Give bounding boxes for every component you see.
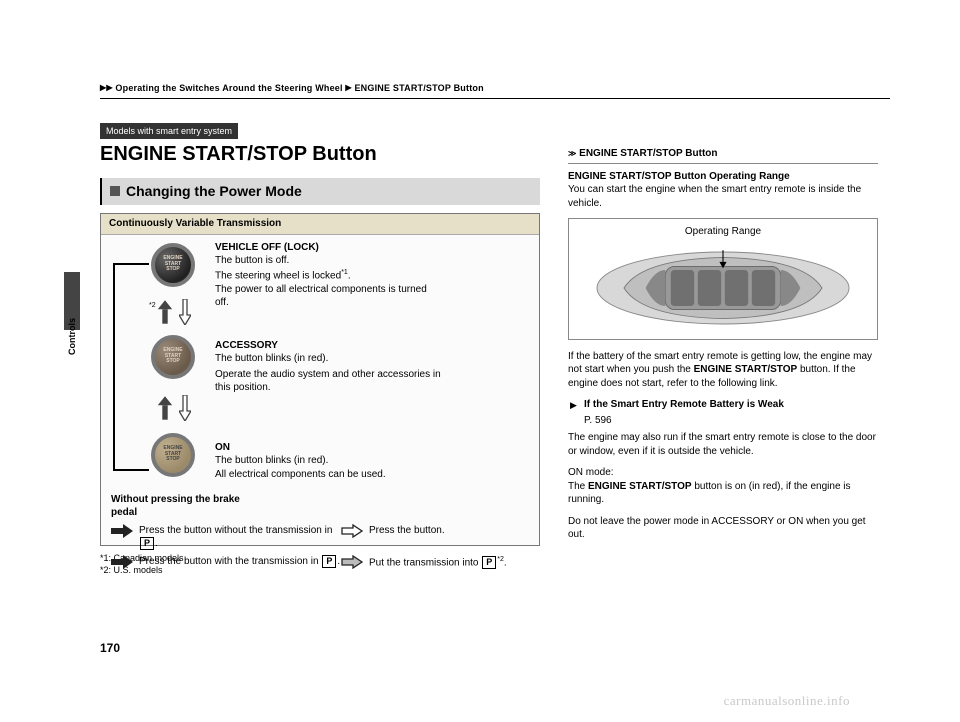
gear-p-icon: P xyxy=(140,537,154,550)
state-on-text: ON The button blinks (in red). All elect… xyxy=(215,441,475,482)
arrow-right-hollow-icon xyxy=(341,524,363,538)
info-paragraph: If the battery of the smart entry remote… xyxy=(568,350,878,391)
section-heading-text: Changing the Power Mode xyxy=(126,183,302,199)
watermark: carmanualsonline.info xyxy=(724,692,850,710)
state-accessory-text: ACCESSORY The button blinks (in red). Op… xyxy=(215,339,455,395)
section-heading: Changing the Power Mode xyxy=(100,178,540,205)
gear-p-icon: P xyxy=(322,555,336,568)
diagram-title: Continuously Variable Transmission xyxy=(101,214,539,235)
legend-row: Press the button without the transmissio… xyxy=(111,524,529,551)
info-paragraph: Do not leave the power mode in ACCESSORY… xyxy=(568,515,878,542)
engine-button-on-icon: ENGINE START STOP xyxy=(151,433,195,477)
cross-reference-page: P. 596 xyxy=(568,414,878,428)
breadcrumb-arrow-icon: ▶ xyxy=(345,83,351,94)
square-bullet-icon xyxy=(110,186,120,196)
left-column: Models with smart entry system ENGINE ST… xyxy=(100,123,540,576)
arrow-down-hollow-icon xyxy=(179,395,191,421)
arrow-right-solid-icon xyxy=(111,555,133,569)
arrow-down-hollow-icon xyxy=(179,299,191,325)
car-top-view-icon xyxy=(575,243,871,333)
page-title: ENGINE START/STOP Button xyxy=(100,141,540,168)
engine-button-accessory-icon: ENGINE START STOP xyxy=(151,335,195,379)
info-paragraph: ON mode: The ENGINE START/STOP button is… xyxy=(568,466,878,507)
gear-p-icon: P xyxy=(482,556,496,569)
legend-row: Press the button with the transmission i… xyxy=(111,555,529,570)
breadcrumb-item: Operating the Switches Around the Steeri… xyxy=(115,83,342,93)
info-paragraph: ENGINE START/STOP Button Operating Range… xyxy=(568,170,878,211)
right-column: ≫ ENGINE START/STOP Button ENGINE START/… xyxy=(568,123,878,576)
info-heading: ≫ ENGINE START/STOP Button xyxy=(568,147,878,164)
page-content: ▶ ▶ Operating the Switches Around the Ste… xyxy=(100,82,890,652)
arrow-right-solid-icon xyxy=(111,524,133,538)
side-section-label: Controls xyxy=(66,318,78,355)
arrow-up-icon xyxy=(160,300,171,323)
breadcrumb-arrow-icon: ▶ xyxy=(106,83,112,94)
operating-range-figure: Operating Range xyxy=(568,218,878,340)
power-mode-diagram: Continuously Variable Transmission ENGIN… xyxy=(100,213,540,546)
state-off-text: VEHICLE OFF (LOCK) The button is off. Th… xyxy=(215,241,435,310)
legend-title: Without pressing the brake pedal xyxy=(111,493,241,520)
cross-reference-link: ▶ If the Smart Entry Remote Battery is W… xyxy=(568,398,878,412)
arrow-right-grey-icon xyxy=(341,555,363,569)
breadcrumb: ▶ ▶ Operating the Switches Around the Ste… xyxy=(100,82,890,98)
footnote-ref: *2 xyxy=(149,301,156,310)
divider xyxy=(100,98,890,99)
arrow-up-icon xyxy=(160,396,171,419)
range-title: Operating Range xyxy=(575,225,871,239)
legend-block: Without pressing the brake pedal Press t… xyxy=(111,493,529,574)
info-arrow-icon: ≫ xyxy=(568,149,576,158)
engine-button-off-icon: ENGINE START STOP xyxy=(151,243,195,287)
breadcrumb-item: ENGINE START/STOP Button xyxy=(354,83,483,93)
bracket-line xyxy=(113,263,149,471)
model-badge: Models with smart entry system xyxy=(100,123,238,139)
info-paragraph: The engine may also run if the smart ent… xyxy=(568,431,878,458)
link-arrow-icon: ▶ xyxy=(570,399,577,411)
